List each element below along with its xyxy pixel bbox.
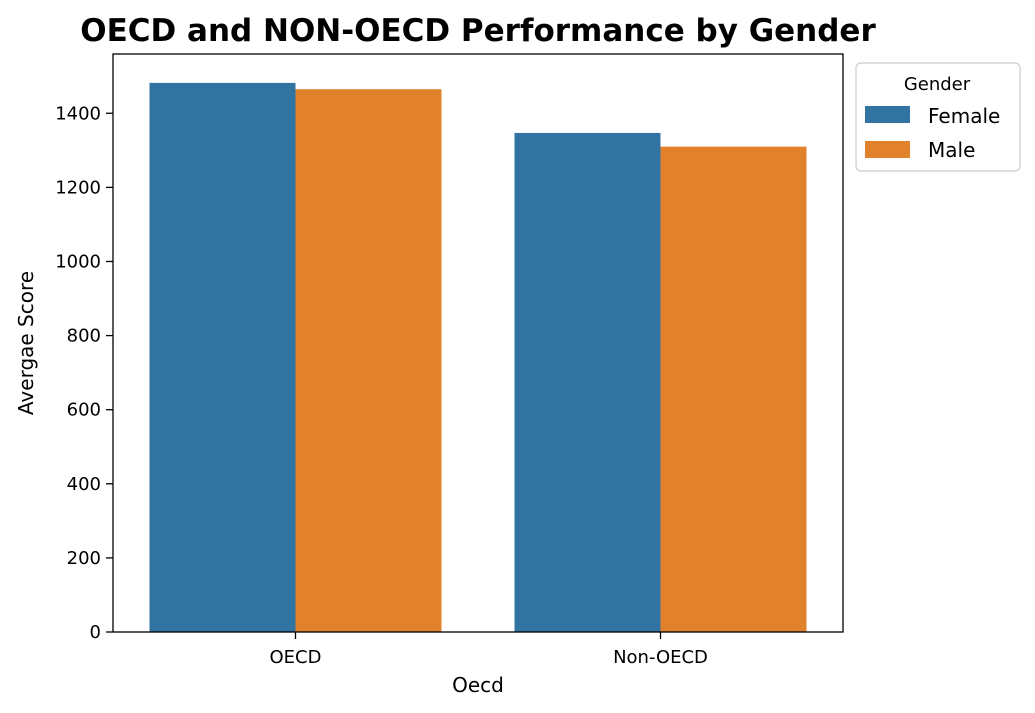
y-tick-label: 600 xyxy=(67,400,101,421)
y-tick-label: 1200 xyxy=(55,177,101,198)
chart-title: OECD and NON-OECD Performance by Gender xyxy=(80,13,876,49)
legend-title: Gender xyxy=(904,74,971,95)
y-axis-label: Avergae Score xyxy=(14,271,38,415)
x-axis-ticks: OECD Non-OECD xyxy=(270,632,708,668)
bar-oecd-female xyxy=(149,82,296,632)
y-tick-label: 200 xyxy=(67,548,101,569)
x-axis-label: Oecd xyxy=(452,673,504,697)
y-tick-label: 0 xyxy=(90,622,101,643)
y-tick-label: 400 xyxy=(67,474,101,495)
x-tick-label-non-oecd: Non-OECD xyxy=(613,647,708,668)
bar-non-oecd-male xyxy=(660,146,807,632)
y-tick-label: 800 xyxy=(67,326,101,347)
y-tick-label: 1400 xyxy=(55,103,101,124)
plot-frame xyxy=(112,53,844,633)
y-axis-ticks: 0 200 400 600 800 1000 1200 1400 xyxy=(55,103,113,643)
bars-layer xyxy=(149,82,807,633)
x-tick-label-oecd: OECD xyxy=(270,647,322,668)
y-tick-label: 1000 xyxy=(55,251,101,272)
legend: Gender Female Male xyxy=(855,62,1021,172)
legend-swatch-female xyxy=(865,106,910,123)
legend-label-female: Female xyxy=(928,104,1000,128)
bar-oecd-male xyxy=(295,89,442,632)
legend-swatch-male xyxy=(865,141,910,158)
bar-non-oecd-female xyxy=(514,132,661,633)
legend-label-male: Male xyxy=(928,138,975,162)
